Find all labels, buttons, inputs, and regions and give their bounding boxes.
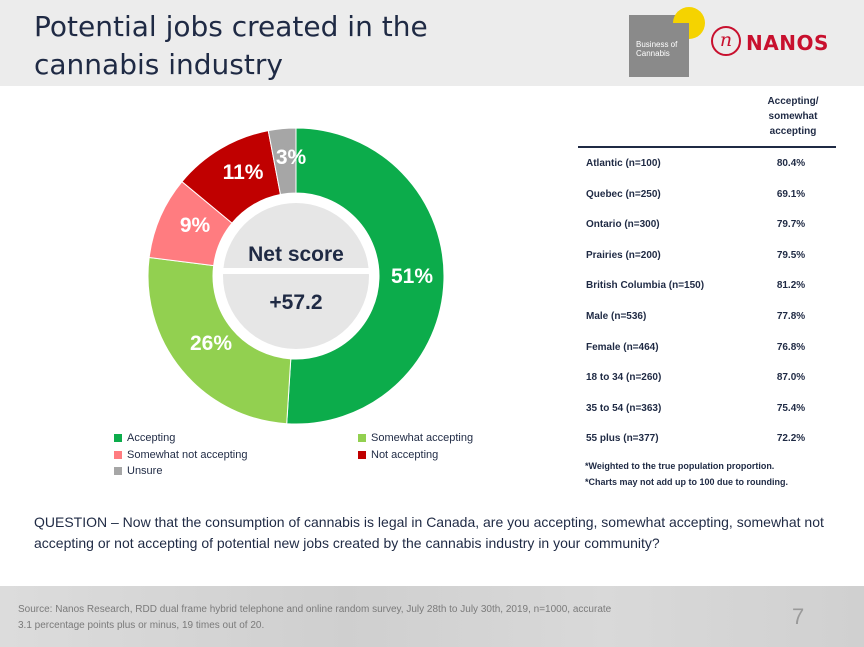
- slice-data-label: 51%: [391, 265, 433, 288]
- table-row: Quebec (n=250) 69.1%: [586, 181, 836, 211]
- legend-item-unsure: Unsure: [114, 465, 162, 477]
- row-value: 75.4%: [766, 403, 816, 414]
- net-score-badge: [223, 203, 369, 349]
- legend-item-somewhat-not-accepting: Somewhat not accepting: [114, 449, 247, 461]
- footnotes: *Weighted to the true population proport…: [585, 458, 845, 490]
- table-row: Male (n=536) 77.8%: [586, 303, 836, 333]
- row-label: 35 to 54 (n=363): [586, 403, 661, 414]
- slice-data-label: 26%: [190, 332, 232, 355]
- row-value: 81.2%: [766, 280, 816, 291]
- footnote: *Charts may not add up to 100 due to rou…: [585, 474, 845, 490]
- row-label: British Columbia (n=150): [586, 280, 704, 291]
- legend-label: Unsure: [127, 465, 162, 477]
- legend-swatch: [114, 451, 122, 459]
- legend-swatch: [114, 467, 122, 475]
- row-label: Atlantic (n=100): [586, 158, 661, 169]
- row-label: Quebec (n=250): [586, 189, 661, 200]
- table-header-rule: [578, 146, 836, 148]
- row-label: 18 to 34 (n=260): [586, 372, 661, 383]
- legend-label: Not accepting: [371, 449, 438, 461]
- chart-legend: Accepting Somewhat accepting Somewhat not …: [114, 432, 534, 484]
- legend-item-not-accepting: Not accepting: [358, 449, 438, 461]
- row-value: 87.0%: [766, 372, 816, 383]
- table-row: Female (n=464) 76.8%: [586, 334, 836, 364]
- legend-label: Somewhat not accepting: [127, 449, 247, 461]
- survey-question: QUESTION – Now that the consumption of c…: [34, 512, 834, 554]
- table-row: 18 to 34 (n=260) 87.0%: [586, 364, 836, 394]
- slice-data-label: 3%: [276, 146, 307, 169]
- legend-item-accepting: Accepting: [114, 432, 175, 444]
- row-value: 77.8%: [766, 311, 816, 322]
- row-label: Ontario (n=300): [586, 219, 660, 230]
- row-label: 55 plus (n=377): [586, 433, 659, 444]
- row-label: Male (n=536): [586, 311, 646, 322]
- legend-swatch: [114, 434, 122, 442]
- table-row: Prairies (n=200) 79.5%: [586, 242, 836, 272]
- source-note: Source: Nanos Research, RDD dual frame h…: [18, 602, 618, 634]
- row-value: 79.5%: [766, 250, 816, 261]
- table-row: Atlantic (n=100) 80.4%: [586, 150, 836, 180]
- row-value: 80.4%: [766, 158, 816, 169]
- table-row: Ontario (n=300) 79.7%: [586, 211, 836, 241]
- row-label: Prairies (n=200): [586, 250, 661, 261]
- net-score-divider: [223, 268, 369, 274]
- net-score-label: Net score: [248, 243, 344, 266]
- legend-label: Somewhat accepting: [371, 432, 473, 444]
- row-label: Female (n=464): [586, 342, 659, 353]
- slice-data-label: 9%: [180, 214, 211, 237]
- region-demographic-table: Accepting/ somewhat accepting Atlantic (…: [578, 94, 836, 444]
- row-value: 72.2%: [766, 433, 816, 444]
- row-value: 69.1%: [766, 189, 816, 200]
- row-value: 79.7%: [766, 219, 816, 230]
- table-row: 55 plus (n=377) 72.2%: [586, 425, 836, 455]
- table-row: 35 to 54 (n=363) 75.4%: [586, 395, 836, 425]
- legend-swatch: [358, 434, 366, 442]
- row-value: 76.8%: [766, 342, 816, 353]
- table-header: Accepting/ somewhat accepting: [748, 94, 838, 139]
- legend-item-somewhat-accepting: Somewhat accepting: [358, 432, 473, 444]
- page-number: 7: [792, 604, 804, 630]
- legend-swatch: [358, 451, 366, 459]
- footnote: *Weighted to the true population proport…: [585, 458, 845, 474]
- legend-label: Accepting: [127, 432, 175, 444]
- net-score-value: +57.2: [269, 291, 322, 314]
- table-row: British Columbia (n=150) 81.2%: [586, 272, 836, 302]
- slice-data-label: 11%: [223, 161, 264, 184]
